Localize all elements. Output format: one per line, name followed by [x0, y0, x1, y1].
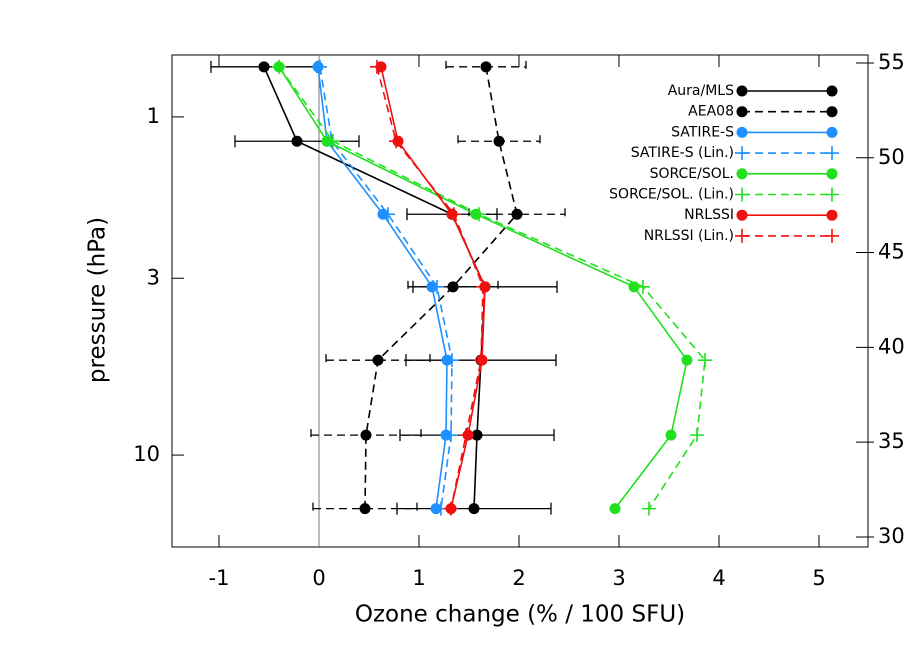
data-point	[291, 135, 303, 147]
data-point	[444, 428, 458, 443]
legend-marker	[825, 146, 839, 161]
data-point	[360, 429, 372, 441]
data-point	[326, 134, 340, 149]
legend-marker	[736, 168, 748, 180]
legend-marker	[735, 146, 749, 161]
legend-label: NRLSSI (Lin.)	[644, 228, 734, 244]
legend-label: SORCE/SOL.	[650, 166, 734, 182]
series-line	[364, 66, 518, 509]
data-point	[681, 354, 693, 366]
x-tick-label: 3	[612, 566, 625, 590]
legend-marker	[826, 209, 838, 221]
y-tick-label: 3	[147, 265, 160, 289]
data-point	[609, 503, 621, 515]
data-point	[381, 207, 395, 222]
data-point	[472, 207, 486, 222]
data-point	[459, 428, 473, 443]
data-point	[474, 353, 488, 368]
legend-label: AEA08	[688, 104, 734, 120]
y-tick-label: 10	[133, 442, 160, 466]
legend-marker	[735, 187, 749, 202]
data-point	[359, 503, 371, 515]
legend-marker	[826, 85, 838, 97]
legend-marker	[735, 228, 749, 243]
legend-marker	[826, 126, 838, 138]
data-point	[272, 59, 286, 74]
data-point	[389, 134, 403, 149]
data-point	[690, 428, 704, 443]
legend-marker	[826, 168, 838, 180]
data-point	[628, 281, 640, 293]
legend-marker	[736, 126, 748, 138]
legend-marker	[736, 106, 748, 118]
y2-tick-label: 50	[878, 145, 905, 169]
legend-marker	[826, 106, 838, 118]
data-point	[476, 279, 490, 294]
legend-label: NRLSSI	[684, 207, 734, 223]
data-point	[258, 61, 270, 73]
y2-tick-label: 45	[878, 240, 905, 264]
x-tick-label: 5	[812, 566, 825, 590]
y2-tick-label: 30	[878, 524, 905, 548]
data-point	[511, 208, 523, 220]
legend-label: SATIRE-S	[671, 124, 734, 140]
data-point	[468, 503, 480, 515]
x-tick-label: 0	[312, 566, 325, 590]
data-point	[444, 501, 458, 516]
data-point	[698, 353, 712, 368]
legend-label: Aura/MLS	[668, 83, 734, 99]
x-tick-label: 4	[712, 566, 725, 590]
data-point	[642, 501, 656, 516]
data-point	[636, 279, 650, 294]
x-tick-label: 2	[512, 566, 525, 590]
data-point	[313, 59, 327, 74]
data-point	[447, 207, 461, 222]
legend-marker	[736, 209, 748, 221]
data-point	[447, 281, 459, 293]
data-point	[445, 353, 459, 368]
x-axis-label: Ozone change (% / 100 SFU)	[355, 602, 685, 628]
y2-tick-label: 40	[878, 334, 905, 358]
x-tick-label: 1	[412, 566, 425, 590]
x-tick-label: -1	[209, 566, 230, 590]
y2-tick-label: 55	[878, 50, 905, 74]
data-point	[665, 429, 677, 441]
series-line	[278, 66, 706, 510]
data-point	[370, 59, 384, 74]
legend-marker	[825, 228, 839, 243]
y-axis-label: pressure (hPa)	[85, 217, 111, 383]
legend-marker	[736, 85, 748, 97]
legend-marker	[825, 187, 839, 202]
plot-frame	[171, 54, 869, 548]
data-point	[430, 279, 444, 294]
y-tick-label: 1	[147, 104, 160, 128]
data-point	[493, 135, 505, 147]
legend-label: SORCE/SOL. (Lin.)	[609, 187, 734, 203]
data-point	[372, 354, 384, 366]
data-point	[480, 61, 492, 73]
y2-tick-label: 35	[878, 429, 905, 453]
legend-label: SATIRE-S (Lin.)	[631, 145, 734, 161]
data-point	[471, 429, 483, 441]
